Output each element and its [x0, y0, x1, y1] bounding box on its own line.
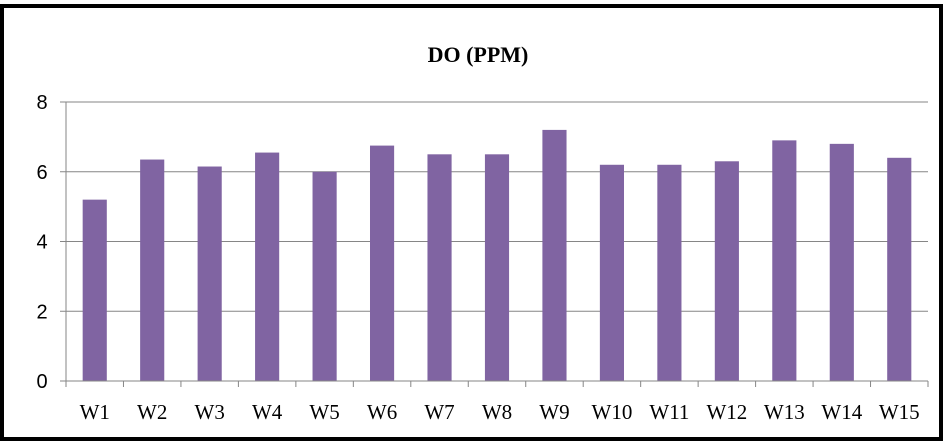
bar-w2 [140, 159, 165, 381]
x-tick-label: W7 [424, 400, 454, 424]
y-tick-label: 0 [36, 371, 47, 393]
x-tick-label: W13 [764, 400, 805, 424]
bar-w7 [427, 154, 452, 381]
x-tick-label: W5 [309, 400, 339, 424]
bars [82, 129, 912, 381]
bar-w4 [255, 152, 280, 381]
bar-w15 [887, 157, 912, 381]
x-axis: W1 W2 W3 W4 W5 W6 W7 W8 W9 W10 W11 W12 W13 W14 W15 [65, 380, 929, 424]
bar-w1 [82, 199, 107, 381]
x-tick-label: W8 [482, 400, 512, 424]
x-tick-label: W3 [195, 400, 225, 424]
bar-w9 [542, 129, 567, 381]
bar-w5 [312, 171, 337, 381]
chart-title: DO (PPM) [428, 42, 529, 67]
y-tick-label: 8 [36, 92, 47, 114]
y-axis: 0 2 4 6 8 [36, 92, 67, 393]
x-tick-label: W9 [539, 400, 569, 424]
bar-w13 [772, 140, 797, 381]
x-tick-label: W2 [137, 400, 167, 424]
y-tick-label: 2 [36, 301, 47, 323]
x-tick-label: W6 [367, 400, 397, 424]
bar-w10 [599, 164, 625, 381]
x-tick-label: W4 [252, 400, 283, 424]
x-tick-label: W12 [706, 400, 747, 424]
bar-w11 [657, 164, 682, 381]
x-tick-label: W15 [879, 400, 920, 424]
x-tick-label: W1 [80, 400, 110, 424]
y-tick-label: 4 [36, 232, 47, 254]
bar-w14 [829, 143, 854, 381]
x-tick-label: W10 [592, 400, 633, 424]
y-tick-label: 6 [36, 162, 47, 184]
bar-w6 [369, 145, 395, 381]
bar-w12 [714, 161, 739, 381]
bar-w3 [197, 166, 222, 381]
x-tick-label: W14 [821, 400, 862, 424]
bar-w8 [484, 154, 510, 381]
x-tick-label: W11 [649, 400, 689, 424]
